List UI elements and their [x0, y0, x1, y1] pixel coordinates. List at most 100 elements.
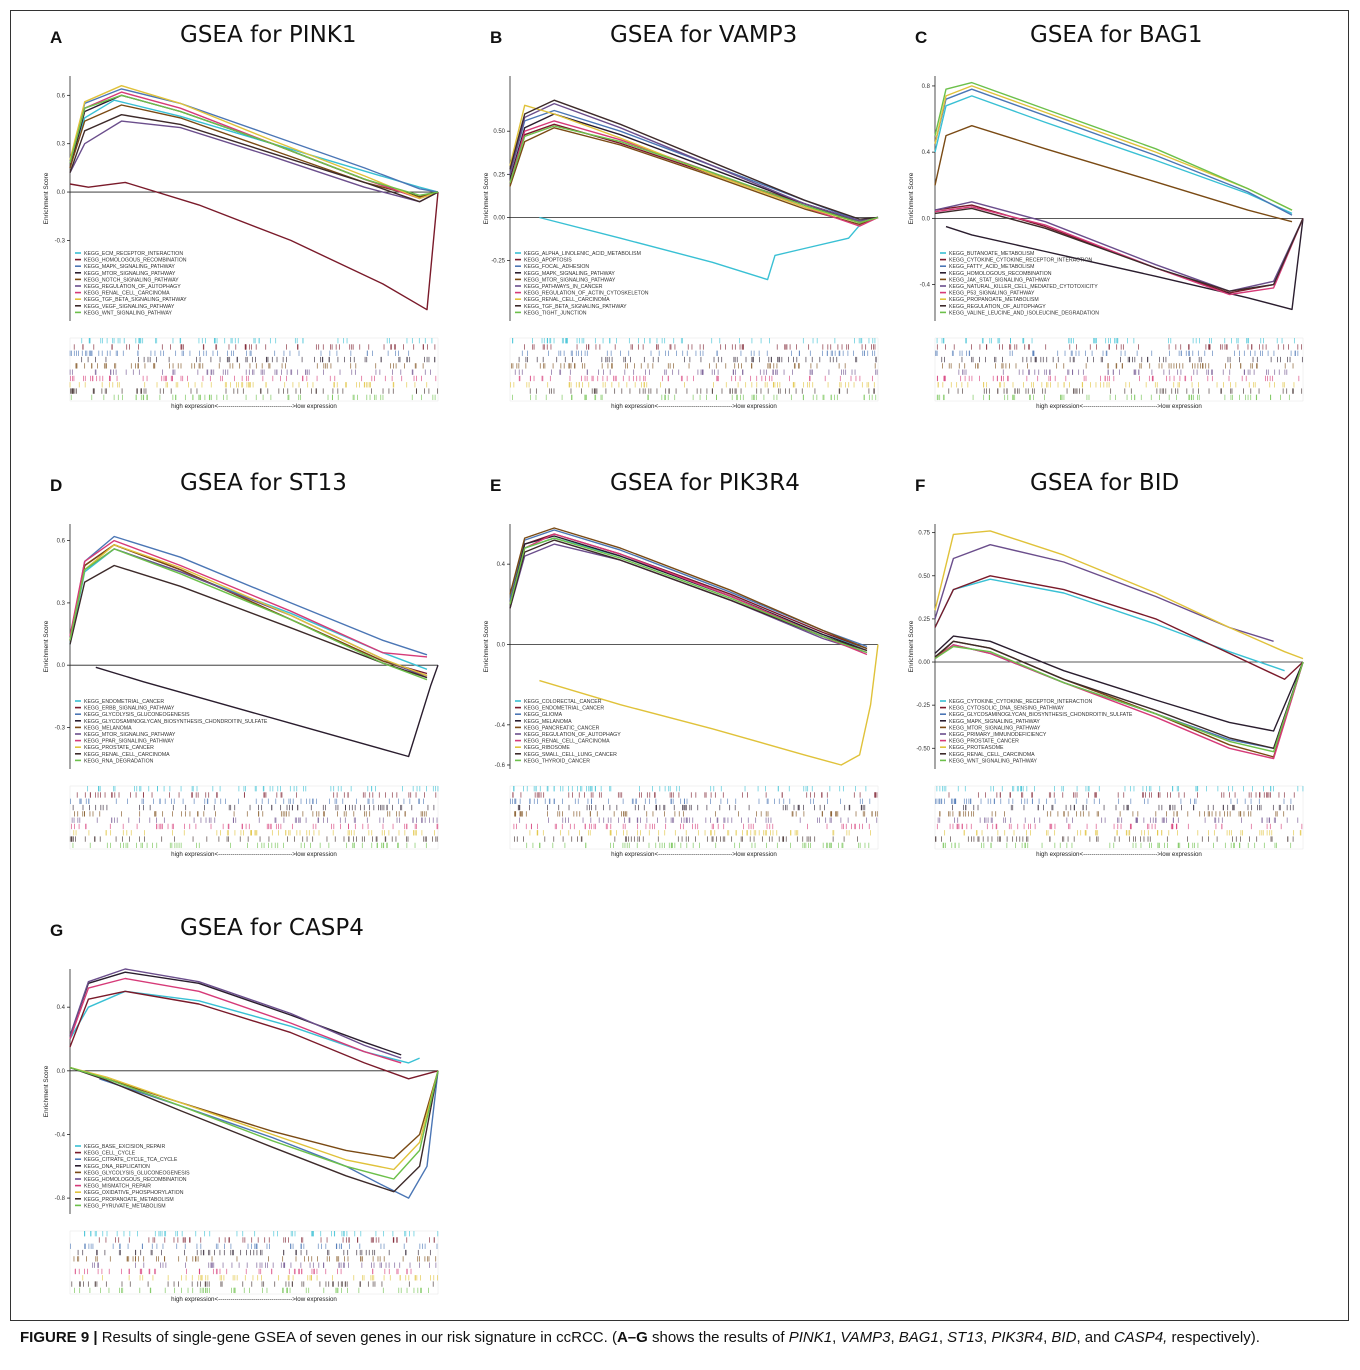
series-line [69, 85, 439, 200]
y-tick-label: 0.4 [497, 562, 506, 568]
series-line [934, 95, 1293, 215]
legend-entry: KEGG_RNA_DEGRADATION [84, 758, 154, 764]
legend-entry: KEGG_PYRUVATE_METABOLISM [84, 1203, 166, 1209]
x-axis-label: high expression<------------------------… [171, 1296, 337, 1303]
y-tick-label: 0.0 [57, 190, 66, 196]
series-line [934, 645, 1304, 753]
y-tick-label: 0.50 [918, 574, 930, 580]
y-tick-label: 0.6 [57, 93, 66, 99]
gsea-panel-b: B GSEA for VAMP3 0.50 0.25 0.00 -0.25 Enrichme… [470, 22, 890, 422]
legend-entry: KEGG_PROPANOATE_METABOLISM [84, 1197, 174, 1203]
series-line [934, 635, 1304, 732]
legend-entry: KEGG_GLYCOLYSIS_GLUCONEOGENESIS [84, 1170, 190, 1176]
y-axis-label: Enrichment Score [43, 172, 50, 224]
series-line [69, 114, 439, 203]
series-line [509, 543, 868, 654]
caption-part: ST13 [947, 1329, 984, 1346]
legend-entry: KEGG_RENAL_CELL_CARCINOMA [949, 752, 1035, 758]
caption-part: PINK1 [788, 1329, 833, 1346]
chart-title: GSEA for PIK3R4 [610, 470, 800, 496]
y-tick-label: -0.50 [916, 746, 930, 752]
legend-entry: KEGG_RENAL_CELL_CARCINOMA [84, 291, 170, 297]
chart-title: GSEA for BAG1 [1030, 22, 1203, 48]
legend-entry: KEGG_CYTOKINE_CYTOKINE_RECEPTOR_INTERACT… [949, 258, 1093, 264]
legend-entry: KEGG_MTOR_SIGNALING_PATHWAY [949, 725, 1041, 731]
y-tick-label: -0.25 [491, 259, 505, 265]
series-line [95, 664, 439, 758]
gsea-plot: 0.4 0.0 -0.4 -0.8 Enrichment Score KEGG_BASE_… [43, 968, 439, 1303]
legend-entry: KEGG_JAK_STAT_SIGNALING_PATHWAY [949, 277, 1051, 283]
series-line [509, 104, 879, 224]
series-line [934, 644, 1304, 760]
legend-entry: KEGG_ECM_RECEPTOR_INTERACTION [84, 251, 183, 257]
series-line [934, 544, 1274, 642]
y-tick-label: 0.75 [918, 531, 930, 537]
series-line [69, 548, 428, 681]
chart-title: GSEA for ST13 [180, 470, 347, 496]
legend-entry: KEGG_PROTEASOME [949, 745, 1004, 751]
gsea-plot: 0.6 0.3 0.0 -0.3 Enrichment Score KEGG_ENDOME… [43, 524, 439, 858]
panel-letter: D [50, 476, 63, 495]
series-line [934, 85, 1293, 211]
series-line [69, 120, 439, 203]
x-axis-label: high expression<------------------------… [1036, 851, 1202, 858]
legend-entry: KEGG_PROPANOATE_METABOLISM [949, 297, 1039, 303]
y-tick-label: -0.8 [55, 1196, 66, 1202]
series-line [69, 181, 439, 311]
rug-area [69, 785, 439, 850]
series-line [509, 99, 879, 220]
series-line [69, 1066, 439, 1193]
y-tick-label: 0.25 [493, 172, 505, 178]
legend-entry: KEGG_ALPHA_LINOLENIC_ACID_METABOLISM [524, 251, 641, 257]
legend-entry: KEGG_MELANOMA [84, 725, 132, 731]
legend-entry: KEGG_MELANOMA [524, 719, 572, 725]
y-tick-label: -0.25 [916, 703, 930, 709]
legend-entry: KEGG_BASE_EXCISION_REPAIR [84, 1144, 165, 1150]
legend-entry: KEGG_MAPK_SIGNALING_PATHWAY [949, 719, 1040, 725]
series-line [69, 990, 420, 1064]
series-line [934, 575, 1304, 680]
caption-part: VAMP3 [840, 1329, 891, 1346]
caption-part: CASP4, [1113, 1329, 1168, 1346]
legend-entry: KEGG_VEGF_SIGNALING_PATHWAY [84, 304, 175, 310]
legend-entry: KEGG_COLORECTAL_CANCER [524, 699, 602, 705]
legend-entry: KEGG_WNT_SIGNALING_PATHWAY [949, 758, 1038, 764]
rug-area [934, 337, 1304, 402]
panel-letter: F [915, 476, 926, 495]
legend-entry: KEGG_PROSTATE_CANCER [949, 739, 1019, 745]
series-line [509, 537, 868, 654]
y-tick-label: 0.00 [493, 215, 505, 221]
legend-entry: KEGG_PANCREATIC_CANCER [524, 725, 600, 731]
y-tick-label: -0.6 [495, 763, 506, 769]
legend-entry: KEGG_RIBOSOME [524, 745, 570, 751]
y-tick-label: 0.4 [57, 1005, 66, 1011]
figure-label: FIGURE 9 | [20, 1329, 98, 1346]
legend-entry: KEGG_CITRATE_CYCLE_TCA_CYCLE [84, 1157, 178, 1163]
panel-letter: A [50, 28, 63, 47]
y-tick-label: 0.25 [918, 617, 930, 623]
series-line [934, 207, 1304, 292]
caption-part: Results of single-gene GSEA of seven gen… [101, 1329, 617, 1346]
y-tick-label: -0.4 [920, 283, 931, 289]
series-line [69, 99, 439, 193]
x-axis-label: high expression<------------------------… [611, 851, 777, 858]
caption-part: PIK3R4 [991, 1329, 1044, 1346]
figure-caption: FIGURE 9 | Results of single-gene GSEA o… [20, 1328, 1340, 1348]
legend-entry: KEGG_TGF_BETA_SIGNALING_PATHWAY [524, 304, 627, 310]
legend-entry: KEGG_THYROID_CANCER [524, 758, 590, 764]
series-line [69, 88, 439, 193]
legend-entry: KEGG_DNA_REPLICATION [84, 1164, 150, 1170]
y-tick-label: 0.0 [922, 216, 931, 222]
legend-entry: KEGG_OXIDATIVE_PHOSPHORYLATION [84, 1190, 184, 1196]
caption-part: , [832, 1329, 841, 1346]
series-line [69, 94, 439, 196]
legend-entry: KEGG_REGULATION_OF_AUTOPHAGY [524, 732, 621, 738]
y-tick-label: 0.50 [493, 129, 505, 135]
legend-entry: KEGG_CELL_CYCLE [84, 1151, 136, 1157]
caption-part: A–G [616, 1329, 648, 1346]
y-tick-label: 0.0 [497, 642, 506, 648]
series-line [509, 102, 879, 222]
panel-letter: C [915, 28, 928, 47]
legend-entry: KEGG_RENAL_CELL_CARCINOMA [524, 739, 610, 745]
y-tick-label: 0.6 [57, 539, 66, 545]
